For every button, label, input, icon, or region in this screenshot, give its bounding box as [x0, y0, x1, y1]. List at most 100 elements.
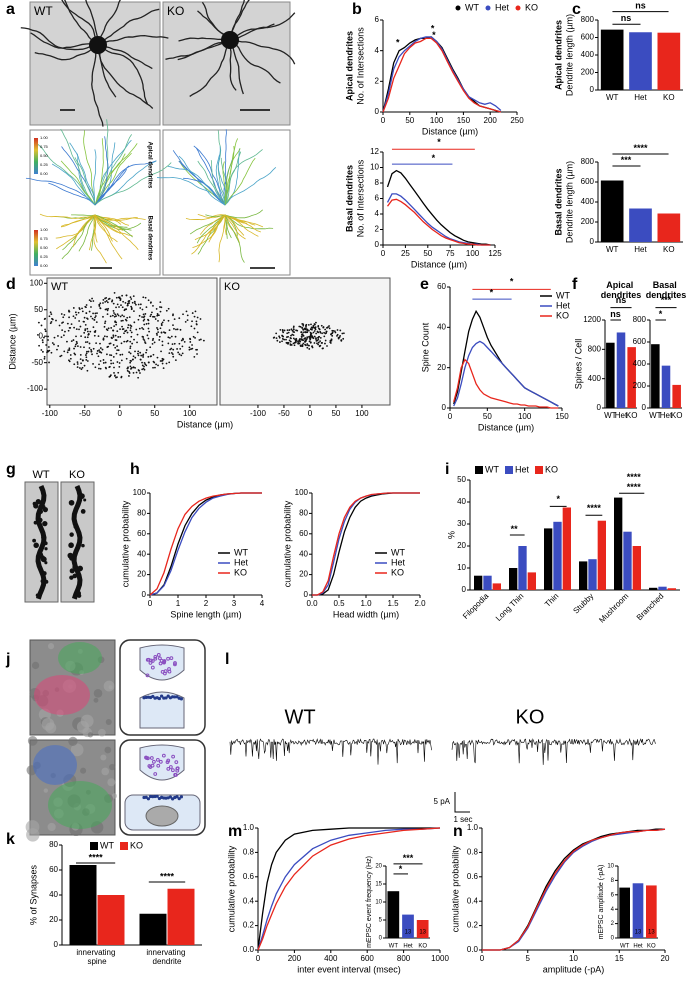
spine-dot	[142, 313, 145, 316]
spine-dot	[62, 316, 65, 319]
spine-dot	[84, 324, 87, 326]
spine-dot	[99, 347, 102, 349]
spine-dot	[63, 350, 66, 353]
y-tick-label: 20	[49, 915, 58, 924]
spine-dot	[132, 295, 135, 298]
spine-dot	[109, 375, 112, 378]
spine-dot	[318, 328, 321, 331]
spine-dot	[76, 342, 78, 345]
vesicle	[166, 758, 171, 763]
neurite	[185, 214, 226, 221]
overlay	[58, 642, 102, 674]
neurite	[94, 143, 138, 206]
spine-dot	[132, 355, 135, 358]
spine	[35, 593, 40, 597]
spine-dot	[195, 348, 197, 351]
category-label: WT	[606, 245, 619, 254]
neurite	[85, 0, 99, 46]
legend-label: WT	[391, 547, 405, 557]
neurite	[30, 32, 99, 49]
spine	[44, 579, 49, 584]
postsynapse	[139, 691, 185, 729]
y-tick-label: 0	[39, 331, 44, 340]
spine-dot	[289, 340, 292, 343]
chart-title: KO	[224, 281, 240, 293]
spine-dot	[180, 354, 183, 357]
spine-dot	[130, 308, 133, 311]
spine	[43, 541, 48, 546]
spine-dot	[121, 306, 124, 309]
neurite	[199, 214, 226, 235]
spine-dot	[106, 313, 109, 315]
neurite	[224, 214, 245, 236]
y-axis-label: Spine Count	[420, 322, 430, 372]
spine-dot	[150, 301, 152, 304]
spine-dot	[141, 335, 144, 338]
significance-label: ns	[621, 13, 632, 23]
spine-dot	[302, 334, 305, 337]
spine-dot	[137, 376, 140, 379]
bar	[387, 891, 400, 938]
spine-dot	[281, 337, 284, 340]
spine-dot	[309, 338, 312, 341]
spine-dot	[107, 327, 110, 330]
x-tick-label: 50	[483, 412, 492, 421]
spine-dot	[111, 314, 114, 317]
neurite	[224, 167, 277, 206]
vesicle	[150, 665, 155, 670]
spine-dot	[144, 296, 147, 299]
image-label: WT	[284, 706, 315, 728]
spine-dot	[165, 309, 168, 312]
neurite	[94, 138, 104, 206]
category-label: WT	[649, 411, 662, 420]
spine-dot	[320, 324, 323, 327]
y-tick-label: 60	[299, 529, 308, 538]
neurite	[208, 214, 226, 243]
vesicle	[171, 754, 176, 759]
spine-dot	[279, 341, 281, 343]
neurite	[229, 39, 296, 65]
spine-dot	[74, 311, 77, 314]
neurite	[229, 39, 281, 84]
x-tick-label: -50	[278, 409, 290, 418]
spine-dot	[86, 341, 89, 343]
texture	[109, 763, 116, 771]
spine-dot	[189, 341, 192, 343]
category-label: Filopodia	[461, 591, 491, 621]
spine-dot	[68, 349, 71, 351]
neurite	[224, 157, 256, 206]
spine-dot	[169, 348, 172, 351]
spine-dot	[115, 306, 117, 309]
x-axis-label: Distance (µm)	[478, 422, 534, 432]
spine-dot	[178, 342, 181, 345]
neurite	[224, 138, 239, 206]
bar	[606, 342, 615, 408]
colorbar-label: 0.50	[40, 245, 49, 250]
x-tick-label: 0.0	[306, 599, 318, 608]
neurite	[197, 160, 226, 206]
texture	[68, 736, 78, 746]
spine-dot	[85, 312, 88, 315]
panel-letter: l	[225, 651, 229, 668]
spine-dot	[292, 326, 295, 329]
n-label: 13	[419, 930, 426, 936]
neurite	[97, 34, 169, 46]
spine-dot	[124, 330, 127, 333]
spine-dot	[175, 328, 177, 331]
spine-dot	[40, 349, 43, 351]
colorbar-label: 0.25	[40, 254, 49, 259]
y-tick-label: 8	[611, 878, 615, 884]
spine-dot	[94, 366, 97, 369]
spine-dot	[142, 328, 145, 330]
vesicle	[145, 657, 150, 662]
neurite	[97, 44, 117, 98]
spine-dot	[106, 301, 109, 304]
spine-dot	[298, 339, 301, 342]
spine-dot	[167, 319, 170, 322]
spine-dot	[325, 330, 328, 333]
x-axis-label: inter event interval (msec)	[297, 964, 401, 974]
spine-dot	[48, 349, 51, 352]
spine-dot	[102, 362, 105, 364]
legend-swatch	[505, 466, 513, 474]
y-tick-label: -50	[31, 358, 43, 367]
